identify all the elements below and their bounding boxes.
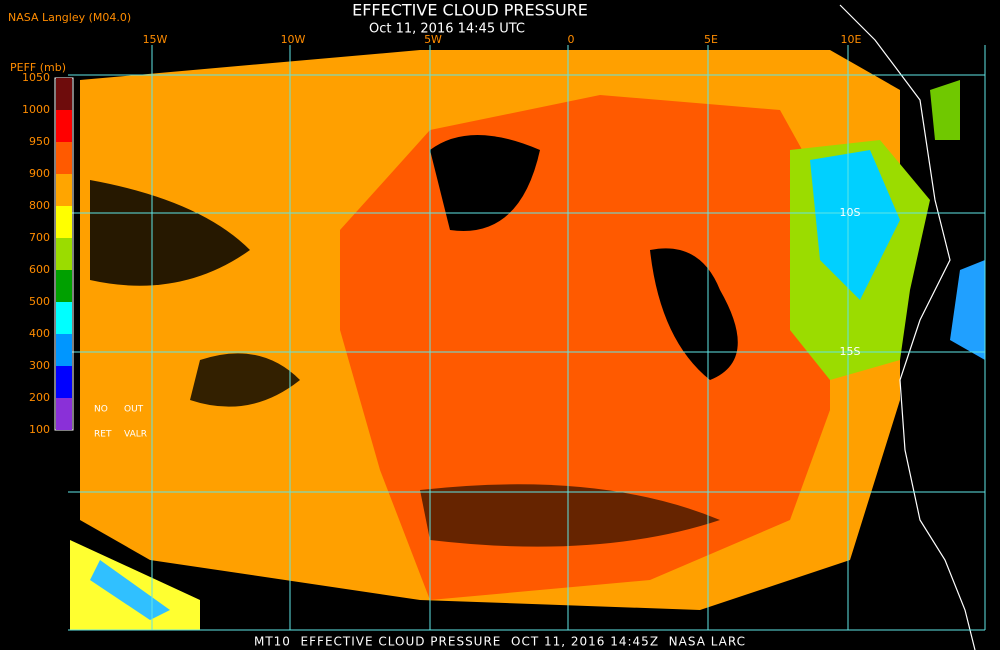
coastline	[839, 4, 976, 650]
colorbar-tick-label: 1050	[22, 71, 50, 84]
cloud-field	[68, 4, 985, 650]
colorbar: 1050 1000 950 900 800 700 600 500 400 300 200 100 NO…	[22, 71, 147, 440]
lat-label: 10S	[840, 206, 861, 219]
colorbar-note: NO	[94, 405, 108, 415]
lon-label: 0	[568, 33, 575, 46]
lon-label: 5E	[704, 33, 718, 46]
colorbar-note: RET	[94, 430, 112, 440]
colorbar-note: OUT	[124, 405, 144, 415]
clear-patch	[190, 353, 300, 407]
colorbar-swatch	[56, 270, 72, 302]
lon-label: 15W	[143, 33, 168, 46]
clear-patch	[430, 135, 540, 231]
colorbar-swatch	[56, 398, 72, 430]
high-cloud	[810, 150, 900, 300]
clear-patch	[90, 180, 250, 286]
colorbar-tick-label: 500	[29, 295, 50, 308]
clear-patch	[420, 484, 720, 547]
graticule	[68, 45, 986, 631]
title: EFFECTIVE CLOUD PRESSURE	[352, 1, 588, 20]
colorbar-tick-label: 900	[29, 167, 50, 180]
high-cloud	[930, 80, 960, 140]
colorbar-swatch	[56, 206, 72, 238]
lon-label: 5W	[424, 33, 442, 46]
colorbar-label: PEFF (mb)	[10, 61, 66, 74]
colorbar-swatch	[56, 302, 72, 334]
high-cloud	[90, 560, 170, 620]
colorbar-tick-label: 600	[29, 263, 50, 276]
colorbar-note: VALR	[124, 430, 147, 440]
clear-patch	[650, 248, 738, 380]
colorbar-swatch	[56, 174, 72, 206]
lat-label: 15S	[840, 345, 861, 358]
colorbar-swatch	[56, 142, 72, 174]
colorbar-swatch	[56, 238, 72, 270]
high-cloud	[950, 260, 985, 360]
source-label: NASA Langley (M04.0)	[8, 11, 131, 24]
timestamp: Oct 11, 2016 14:45 UTC	[369, 22, 525, 37]
colorbar-swatch	[56, 366, 72, 398]
colorbar-tick-label: 400	[29, 327, 50, 340]
lon-label: 10W	[281, 33, 306, 46]
colorbar-tick-label: 700	[29, 231, 50, 244]
colorbar-tick-label: 950	[29, 135, 50, 148]
colorbar-tick-label: 1000	[22, 103, 50, 116]
colorbar-swatch	[56, 334, 72, 366]
colorbar-swatch	[56, 110, 72, 142]
colorbar-tick-label: 300	[29, 359, 50, 372]
colorbar-swatch	[56, 78, 72, 110]
colorbar-tick-label: 800	[29, 199, 50, 212]
colorbar-tick-label: 200	[29, 391, 50, 404]
footer: MT10 EFFECTIVE CLOUD PRESSURE OCT 11, 20…	[254, 635, 746, 649]
colorbar-tick-label: 100	[29, 423, 50, 436]
lon-label: 10E	[841, 33, 862, 46]
